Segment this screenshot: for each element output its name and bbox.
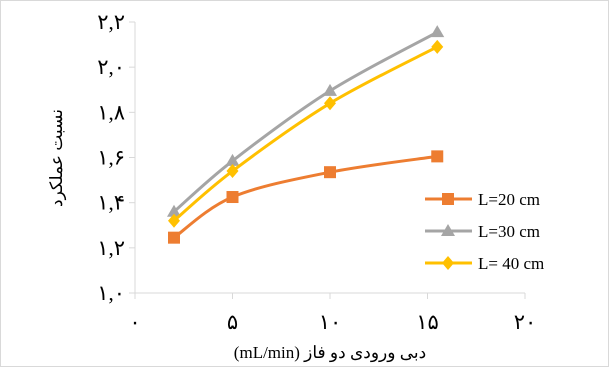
- y-tick-label-5: ۲,۰: [97, 55, 125, 79]
- series-1-point-2: [323, 83, 337, 96]
- series-0-point-2: [324, 166, 336, 179]
- y-tick-label-2: ۱,۴: [97, 191, 125, 215]
- legend-marker-0: [442, 193, 454, 205]
- x-tick-label-0: ۰: [129, 310, 140, 334]
- series-2-point-0: [168, 213, 180, 228]
- legend: L=20 cm L=30 cm L= 40 cm: [425, 190, 544, 273]
- series-0-line: [173, 154, 438, 239]
- legend-item-2: L= 40 cm: [425, 254, 544, 273]
- series-1: [167, 25, 445, 217]
- legend-item-0: L=20 cm: [425, 190, 540, 209]
- legend-label-2: L= 40 cm: [478, 254, 544, 273]
- y-tick-label-4: ۱,۸: [97, 100, 125, 124]
- series-0-point-0: [168, 231, 180, 244]
- series-1-point-1: [225, 153, 240, 166]
- series-layer: [167, 25, 445, 244]
- series-0: [168, 150, 444, 244]
- x-tick-label-4: ۲۰: [514, 310, 537, 334]
- y-tick-label-3: ۱,۶: [97, 146, 125, 170]
- x-tick-label-1: ۵: [227, 310, 238, 334]
- series-1-point-0: [167, 204, 181, 217]
- y-axis-title: نسبت عملکرد: [47, 109, 67, 207]
- legend-label-0: L=20 cm: [478, 190, 540, 209]
- series-2-point-3: [431, 39, 444, 54]
- legend-item-1: L=30 cm: [425, 222, 540, 241]
- legend-label-1: L=30 cm: [478, 222, 540, 241]
- y-tick-label-6: ۲,۲: [97, 10, 125, 34]
- x-tick-label-3: ۱۵: [416, 310, 439, 334]
- tick-labels: ۱,۰ ۱,۲ ۱,۴ ۱,۶ ۱,۸ ۲,۰ ۲,۲ ۰ ۵ ۱۰ ۱۵ ۲۰: [97, 10, 536, 334]
- series-2-line: [173, 45, 438, 222]
- series-1-line: [173, 30, 438, 213]
- x-axis-title: دبی ورودی دو فاز (mL/min): [234, 343, 426, 363]
- legend-marker-1: [441, 224, 455, 236]
- series-2: [168, 39, 444, 228]
- series-1-point-3: [430, 25, 445, 38]
- series-0-point-1: [226, 191, 239, 204]
- axes: [129, 21, 526, 299]
- x-tick-label-2: ۱۰: [319, 310, 342, 334]
- series-2-point-2: [324, 96, 336, 111]
- y-tick-label-1: ۱,۲: [97, 236, 125, 260]
- series-0-point-3: [431, 150, 444, 163]
- series-2-point-1: [226, 164, 239, 179]
- y-tick-label-0: ۱,۰: [97, 281, 125, 305]
- legend-marker-2: [442, 256, 454, 270]
